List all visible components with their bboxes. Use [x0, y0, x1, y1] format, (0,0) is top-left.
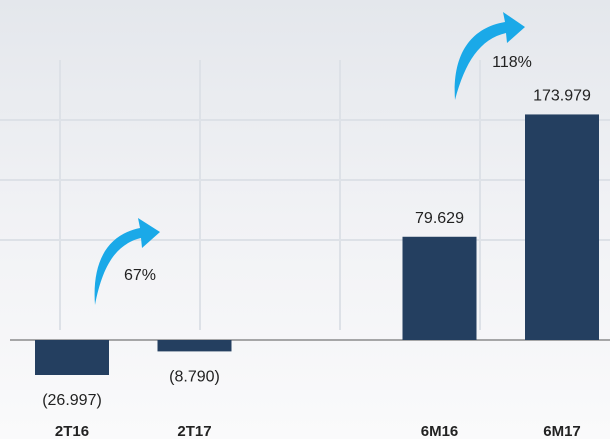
bar [525, 114, 599, 341]
bar [157, 340, 232, 352]
annotation: 118% [492, 54, 532, 71]
growth-arrows [94, 12, 525, 305]
bar [35, 340, 109, 375]
arrow [94, 218, 160, 305]
data-label: 173.979 [533, 88, 591, 105]
arrow [454, 12, 525, 100]
annotation: 67% [124, 267, 156, 284]
data-label: 79.629 [415, 210, 464, 227]
x-tick-label: 6M16 [421, 423, 459, 439]
x-tick-label: 2T17 [177, 423, 211, 439]
x-tick-label: 6M17 [543, 423, 581, 439]
x-tick-label: 2T16 [55, 423, 89, 439]
bar [402, 236, 477, 340]
background-texture [0, 60, 610, 330]
data-label: (26.997) [42, 392, 102, 409]
data-label: (8.790) [169, 369, 220, 386]
